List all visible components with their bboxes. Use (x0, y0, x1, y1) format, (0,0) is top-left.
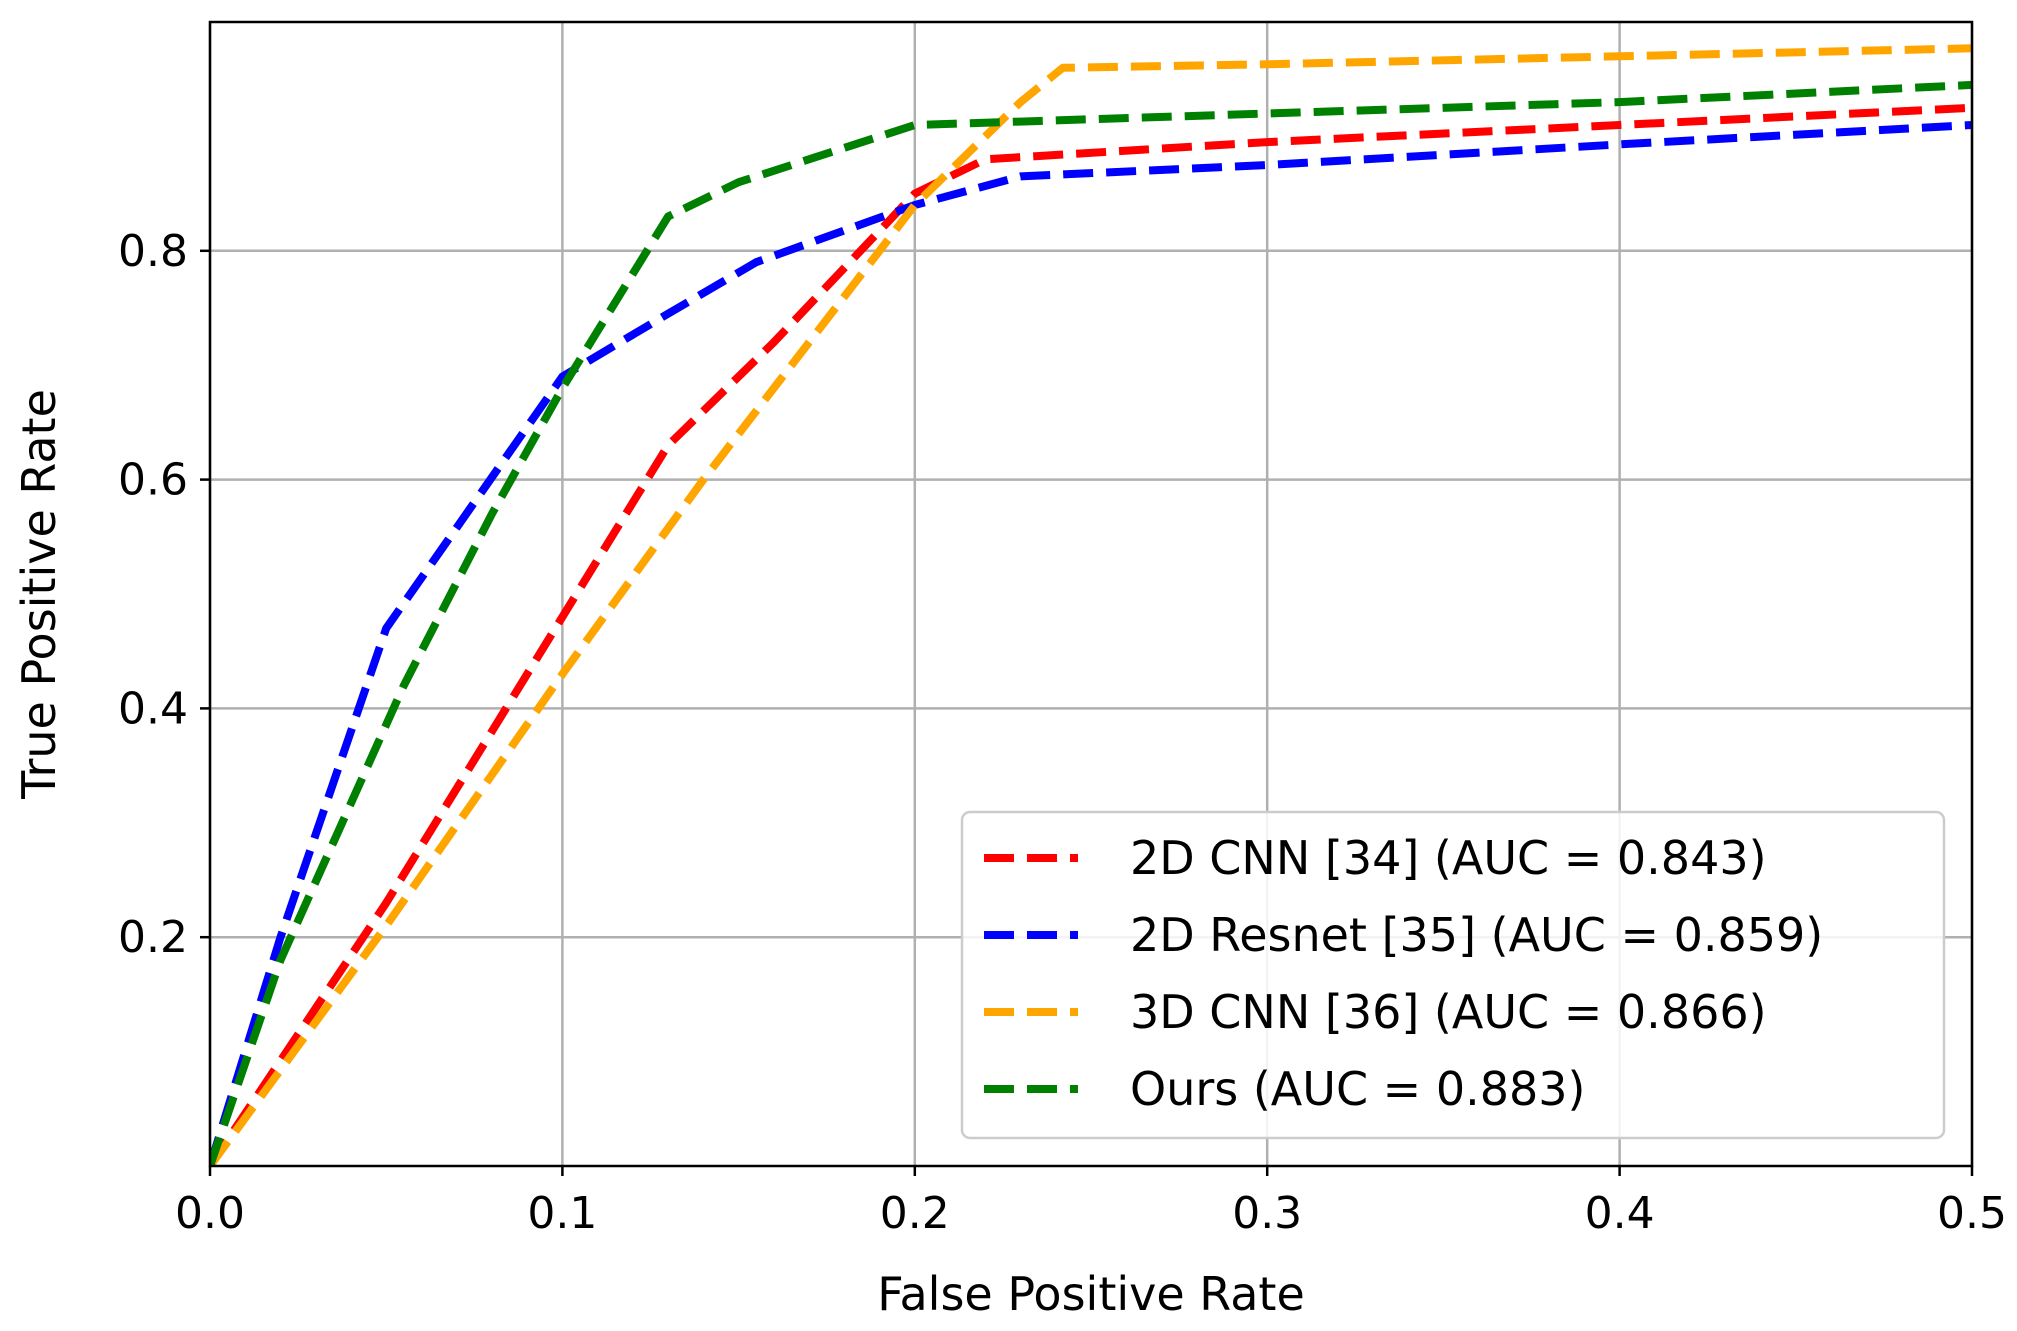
x-tick-label: 0.1 (527, 1188, 597, 1239)
legend-label: Ours (AUC = 0.883) (1130, 1062, 1586, 1116)
plot-series (210, 44, 1972, 1166)
legend-label: 3D CNN [36] (AUC = 0.866) (1130, 985, 1767, 1039)
series-line-1 (210, 103, 1972, 1166)
x-axis-label: False Positive Rate (877, 1267, 1305, 1321)
legend-label: 2D CNN [34] (AUC = 0.843) (1130, 831, 1767, 885)
y-tick-label: 0.4 (118, 683, 188, 734)
tick-labels: 0.0 0.1 0.2 0.3 0.4 0.5 0.2 0.4 0.6 0.8 (118, 226, 2007, 1239)
legend: 2D CNN [34] (AUC = 0.843) 2D Resnet [35] … (960, 810, 1946, 1140)
series-line-3 (210, 44, 1972, 1166)
x-tick-label: 0.4 (1585, 1188, 1655, 1239)
series-line-4 (210, 80, 1972, 1166)
plot-frame (208, 20, 1974, 1168)
y-tick-label: 0.8 (118, 226, 188, 277)
x-tick-label: 0.3 (1232, 1188, 1302, 1239)
series-line-2 (210, 121, 1972, 1166)
y-axis-label: True Positive Rate (12, 389, 66, 800)
y-tick-label: 0.2 (118, 912, 188, 963)
legend-label: 2D Resnet [35] (AUC = 0.859) (1130, 908, 1823, 962)
y-tick-label: 0.6 (118, 455, 188, 506)
legend-box (960, 810, 1946, 1140)
x-tick-label: 0.5 (1937, 1188, 2007, 1239)
x-tick-label: 0.0 (175, 1188, 245, 1239)
x-tick-label: 0.2 (880, 1188, 950, 1239)
